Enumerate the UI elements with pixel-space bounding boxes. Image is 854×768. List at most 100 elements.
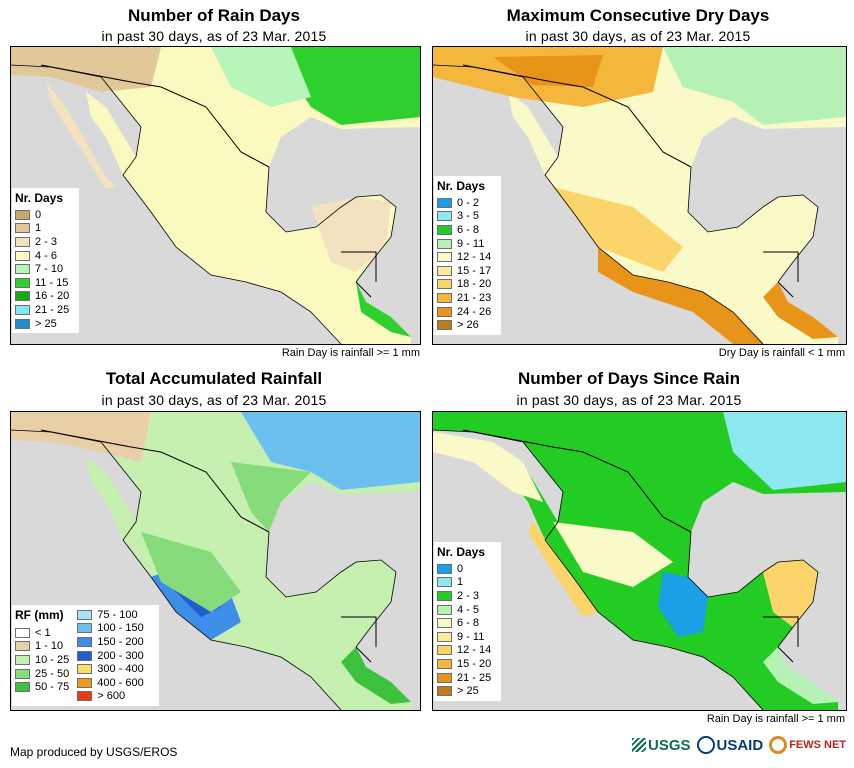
moderate-zone-central xyxy=(553,522,673,587)
legend-item: 0 xyxy=(437,562,497,576)
legend-label: 400 - 600 xyxy=(97,676,144,689)
legend-item: 16 - 20 xyxy=(15,290,75,304)
legend-swatch xyxy=(15,277,30,288)
legend-swatch xyxy=(437,645,452,656)
dry-zone-coast xyxy=(528,522,598,617)
legend-label: 11 - 15 xyxy=(35,276,69,289)
legend-item: 4 - 5 xyxy=(437,603,497,617)
fews-ring-icon xyxy=(769,736,788,754)
dry-zone-northwest xyxy=(433,432,543,502)
legend-label: 75 - 100 xyxy=(97,608,138,621)
legend-swatch xyxy=(77,609,93,620)
legend-swatch xyxy=(437,306,452,317)
legend-item: 12 - 14 xyxy=(437,250,497,264)
legend-label: 7 - 10 xyxy=(35,263,64,276)
legend-item: 9 - 11 xyxy=(437,237,497,251)
panel-3-subtitle: in past 30 days, as of 23 Mar. 2015 xyxy=(101,392,327,408)
panel-1-subtitle: in past 30 days, as of 23 Mar. 2015 xyxy=(101,28,327,44)
legend-label: 16 - 20 xyxy=(35,290,70,303)
legend-item: > 600 xyxy=(77,690,143,704)
land-mass xyxy=(433,47,846,344)
legend-item: 15 - 17 xyxy=(437,264,497,278)
legend-label: > 25 xyxy=(457,685,479,698)
dry-zone-northwest xyxy=(11,412,151,462)
logos: USGS USAID FEWS NET xyxy=(632,736,846,754)
panel-2-subtitle: in past 30 days, as of 23 Mar. 2015 xyxy=(525,28,751,44)
dry-zone-northwest xyxy=(11,47,161,92)
legend-label: 25 - 50 xyxy=(35,667,70,680)
panel-1-note: Rain Day is rainfall >= 1 mm xyxy=(281,347,420,359)
panel-2-title: Maximum Consecutive Dry Days xyxy=(506,6,770,25)
fews-net-logo: FEWS NET xyxy=(769,736,846,754)
usgs-logo: USGS xyxy=(632,737,691,754)
wet-zone-central-america xyxy=(341,647,411,704)
coastline xyxy=(11,429,397,710)
usgs-logo-text: USGS xyxy=(648,736,691,754)
legend-item: 12 - 14 xyxy=(437,644,497,658)
wet-zone-central-america xyxy=(356,282,411,337)
legend-label: 2 - 3 xyxy=(457,589,480,602)
moderate-zone-central-america xyxy=(763,647,838,704)
legend-swatch xyxy=(437,224,452,235)
panel-3-title: Total Accumulated Rainfall xyxy=(105,369,323,388)
legend-label: 12 - 14 xyxy=(457,251,492,264)
legend-item: 11 - 15 xyxy=(15,276,75,290)
legend-swatch xyxy=(15,654,30,665)
usaid-logo: USAID xyxy=(696,736,764,754)
legend-swatch xyxy=(437,590,452,601)
legend-item: 1 xyxy=(437,576,497,590)
legend-swatch xyxy=(15,223,30,234)
legend-label: 0 xyxy=(457,562,464,575)
legend-label: 21 - 23 xyxy=(457,291,492,304)
legend-swatch xyxy=(437,252,452,263)
legend-swatch xyxy=(437,672,452,683)
legend-label: 10 - 25 xyxy=(35,653,70,666)
legend-swatch xyxy=(437,320,452,331)
legend-label: 1 xyxy=(457,576,464,589)
land-mass xyxy=(11,47,420,344)
legend-label: 21 - 25 xyxy=(457,671,492,684)
legend-swatch xyxy=(437,265,452,276)
wet-zone-north xyxy=(281,47,420,125)
legend-item: 9 - 11 xyxy=(437,630,497,644)
legend-swatch xyxy=(437,618,452,629)
dry-zone-north-dark xyxy=(493,55,603,87)
legend-item: > 25 xyxy=(437,684,497,698)
panel-4-note: Rain Day is rainfall >= 1 mm xyxy=(706,713,845,725)
legend-label: > 25 xyxy=(35,317,57,330)
legend-label: 0 xyxy=(35,208,42,221)
map-credit: Map produced by USGS/EROS xyxy=(10,745,178,759)
legend-item: 3 - 5 xyxy=(437,210,497,224)
usaid-logo-text: USAID xyxy=(716,736,764,754)
legend-item: 15 - 20 xyxy=(437,657,497,671)
dry-zone-south xyxy=(311,197,391,272)
wet-zone-northeast xyxy=(241,412,420,490)
legend-item: 24 - 26 xyxy=(437,305,497,319)
legend-item: > 25 xyxy=(15,317,75,331)
legend-swatch xyxy=(15,264,30,275)
legend-title: Nr. Days xyxy=(15,191,64,205)
legend-swatch xyxy=(77,636,93,647)
legend-swatch xyxy=(437,604,452,615)
legend-title: RF (mm) xyxy=(15,608,64,622)
panel-4-subtitle: in past 30 days, as of 23 Mar. 2015 xyxy=(516,392,742,408)
legend-label: 9 - 11 xyxy=(457,630,485,643)
legend-label: 15 - 20 xyxy=(457,657,492,670)
legend-swatch xyxy=(437,686,452,697)
panel-2-note: Dry Day is rainfall < 1 mm xyxy=(718,347,845,359)
country-borders xyxy=(462,64,799,298)
coastline xyxy=(433,429,819,710)
dry-zone-south xyxy=(598,247,763,344)
legend-swatch xyxy=(437,631,452,642)
legend-title: Nr. Days xyxy=(437,179,486,193)
legend-label: 21 - 25 xyxy=(35,303,70,316)
legend-swatch xyxy=(437,292,452,303)
legend-item: 2 - 3 xyxy=(15,235,75,249)
wet-zone-north-light xyxy=(211,47,311,107)
legend-item: 6 - 8 xyxy=(437,616,497,630)
coastline xyxy=(433,64,819,344)
legend-label: 3 - 5 xyxy=(457,210,480,223)
